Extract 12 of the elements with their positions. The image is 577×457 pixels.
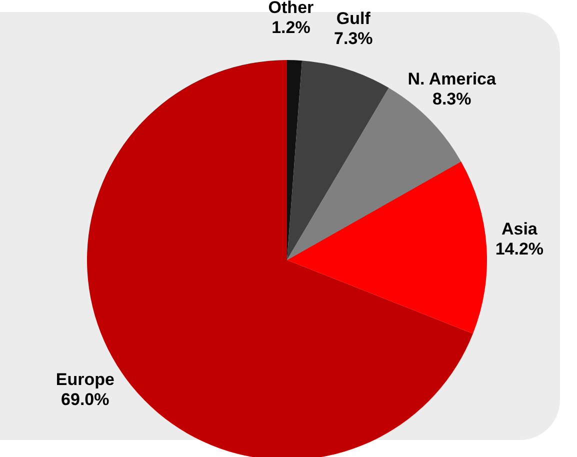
slice-label: N. America	[408, 69, 497, 88]
slice-label: Other	[268, 0, 314, 18]
data-label: 7.3%	[334, 28, 373, 48]
slice-label: Europe	[56, 370, 114, 389]
pie-slice	[287, 60, 389, 260]
data-label: 14.2%	[495, 240, 544, 259]
data-label: 69.0%	[61, 390, 110, 409]
data-label: 8.3%	[432, 89, 472, 108]
data-label: 1.2%	[272, 18, 310, 38]
pie-slice	[287, 161, 487, 334]
slice-label: Asia	[501, 220, 538, 239]
slice-label: Gulf	[336, 8, 371, 28]
